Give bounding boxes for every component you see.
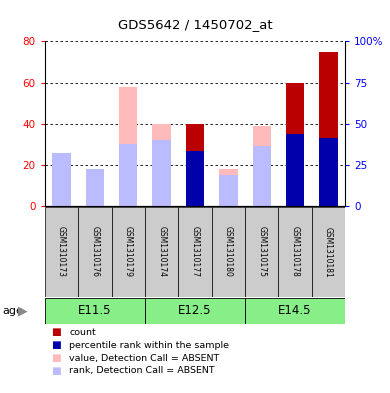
Bar xyxy=(119,86,137,206)
Text: GSM1310179: GSM1310179 xyxy=(124,226,133,277)
Text: GSM1310174: GSM1310174 xyxy=(157,226,166,277)
Bar xyxy=(186,151,204,206)
Bar xyxy=(145,298,245,324)
Bar xyxy=(112,207,145,297)
Text: GSM1310176: GSM1310176 xyxy=(90,226,99,277)
Text: GSM1310173: GSM1310173 xyxy=(57,226,66,277)
Bar xyxy=(253,147,271,206)
Text: GDS5642 / 1450702_at: GDS5642 / 1450702_at xyxy=(118,18,272,31)
Text: E14.5: E14.5 xyxy=(278,304,312,318)
Bar xyxy=(286,134,304,206)
Text: GSM1310180: GSM1310180 xyxy=(224,226,233,277)
Bar xyxy=(253,126,271,206)
Text: GSM1310181: GSM1310181 xyxy=(324,226,333,277)
Text: rank, Detection Call = ABSENT: rank, Detection Call = ABSENT xyxy=(69,367,215,375)
Bar xyxy=(52,152,71,206)
Text: ■: ■ xyxy=(51,353,60,363)
Bar xyxy=(152,140,171,206)
Text: value, Detection Call = ABSENT: value, Detection Call = ABSENT xyxy=(69,354,220,362)
Bar xyxy=(312,207,345,297)
Bar xyxy=(219,169,238,206)
Bar xyxy=(145,207,178,297)
Text: age: age xyxy=(2,306,23,316)
Bar xyxy=(278,207,312,297)
Text: GSM1310175: GSM1310175 xyxy=(257,226,266,277)
Bar xyxy=(45,298,145,324)
Bar xyxy=(186,124,204,206)
Bar xyxy=(286,83,304,206)
Text: E11.5: E11.5 xyxy=(78,304,112,318)
Bar xyxy=(178,207,212,297)
Bar xyxy=(86,180,104,206)
Text: count: count xyxy=(69,328,96,336)
Text: ■: ■ xyxy=(51,340,60,350)
Bar xyxy=(78,207,112,297)
Bar xyxy=(152,124,171,206)
Text: ■: ■ xyxy=(51,366,60,376)
Bar xyxy=(319,51,338,206)
Bar xyxy=(119,144,137,206)
Bar xyxy=(319,138,338,206)
Bar xyxy=(212,207,245,297)
Text: GSM1310177: GSM1310177 xyxy=(190,226,200,277)
Bar xyxy=(245,298,345,324)
Bar xyxy=(245,207,278,297)
Bar xyxy=(86,169,104,206)
Text: GSM1310178: GSM1310178 xyxy=(291,226,300,277)
Bar xyxy=(45,207,78,297)
Bar xyxy=(219,175,238,206)
Text: ■: ■ xyxy=(51,327,60,337)
Text: ▶: ▶ xyxy=(18,304,27,318)
Bar xyxy=(52,152,71,206)
Text: E12.5: E12.5 xyxy=(178,304,212,318)
Text: percentile rank within the sample: percentile rank within the sample xyxy=(69,341,229,349)
